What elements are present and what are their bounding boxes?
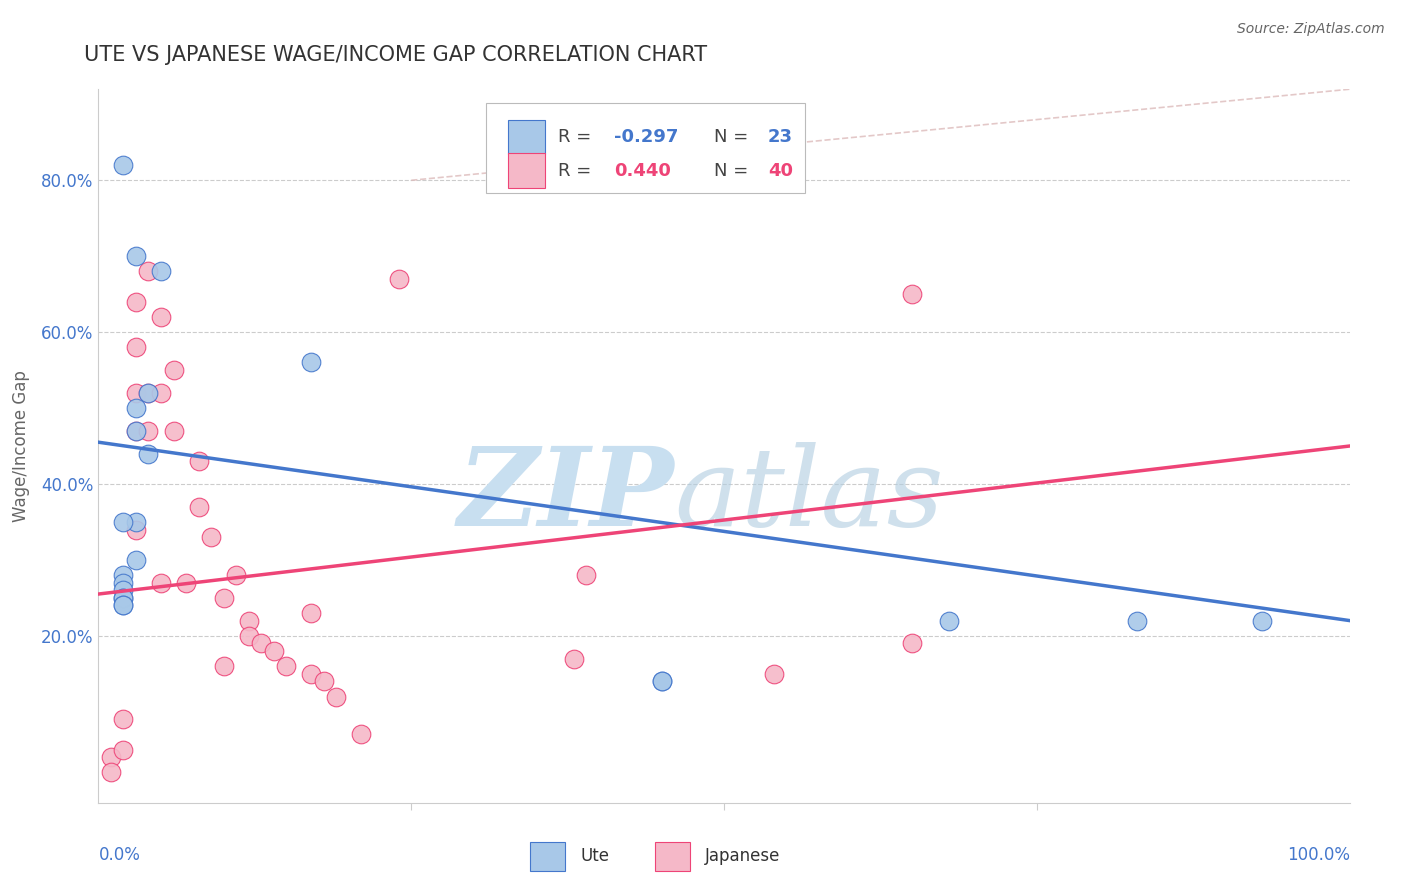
Point bbox=[112, 515, 135, 529]
Point bbox=[900, 287, 922, 301]
Point bbox=[312, 674, 335, 689]
Text: 23: 23 bbox=[768, 128, 793, 146]
FancyBboxPatch shape bbox=[530, 842, 565, 871]
Text: R =: R = bbox=[558, 161, 596, 179]
Point bbox=[162, 424, 184, 438]
Text: ZIP: ZIP bbox=[457, 442, 673, 549]
Text: UTE VS JAPANESE WAGE/INCOME GAP CORRELATION CHART: UTE VS JAPANESE WAGE/INCOME GAP CORRELAT… bbox=[84, 45, 707, 64]
Point bbox=[299, 666, 322, 681]
Point bbox=[112, 583, 135, 598]
Point bbox=[150, 264, 173, 278]
Point bbox=[575, 568, 598, 582]
Point bbox=[763, 666, 786, 681]
Point bbox=[212, 659, 235, 673]
Point bbox=[238, 629, 260, 643]
Point bbox=[938, 614, 960, 628]
Text: 0.0%: 0.0% bbox=[98, 846, 141, 863]
Point bbox=[900, 636, 922, 650]
Point bbox=[125, 294, 148, 309]
Text: -0.297: -0.297 bbox=[614, 128, 678, 146]
Point bbox=[562, 651, 585, 665]
Point bbox=[174, 575, 197, 590]
Point bbox=[150, 385, 173, 400]
Point bbox=[138, 264, 160, 278]
Text: N =: N = bbox=[714, 128, 754, 146]
Text: 100.0%: 100.0% bbox=[1286, 846, 1350, 863]
Point bbox=[388, 272, 411, 286]
Point bbox=[238, 614, 260, 628]
Text: atlas: atlas bbox=[673, 442, 943, 549]
Point bbox=[112, 575, 135, 590]
Point bbox=[138, 424, 160, 438]
Text: Source: ZipAtlas.com: Source: ZipAtlas.com bbox=[1237, 22, 1385, 37]
Point bbox=[263, 644, 285, 658]
Text: Japanese: Japanese bbox=[706, 847, 780, 865]
Point bbox=[112, 599, 135, 613]
FancyBboxPatch shape bbox=[508, 120, 546, 154]
Point bbox=[138, 447, 160, 461]
FancyBboxPatch shape bbox=[655, 842, 690, 871]
Point bbox=[150, 310, 173, 324]
Point bbox=[112, 158, 135, 172]
Point bbox=[138, 385, 160, 400]
Point bbox=[112, 591, 135, 605]
Point bbox=[650, 674, 672, 689]
Point bbox=[650, 674, 672, 689]
Point bbox=[125, 515, 148, 529]
Point bbox=[125, 424, 148, 438]
Point bbox=[125, 553, 148, 567]
Point bbox=[125, 523, 148, 537]
Point bbox=[187, 500, 209, 514]
Point bbox=[138, 385, 160, 400]
Point bbox=[299, 355, 322, 369]
Point bbox=[112, 568, 135, 582]
Point bbox=[1251, 614, 1274, 628]
Point bbox=[112, 591, 135, 605]
FancyBboxPatch shape bbox=[508, 153, 546, 187]
Point bbox=[125, 401, 148, 415]
Point bbox=[125, 340, 148, 354]
Text: N =: N = bbox=[714, 161, 754, 179]
Y-axis label: Wage/Income Gap: Wage/Income Gap bbox=[11, 370, 30, 522]
Point bbox=[125, 385, 148, 400]
Text: R =: R = bbox=[558, 128, 596, 146]
Point bbox=[187, 454, 209, 468]
Text: 0.440: 0.440 bbox=[614, 161, 671, 179]
Point bbox=[325, 690, 347, 704]
Point bbox=[112, 599, 135, 613]
FancyBboxPatch shape bbox=[486, 103, 806, 193]
Point bbox=[125, 249, 148, 263]
Point bbox=[200, 530, 222, 544]
Point bbox=[250, 636, 273, 650]
Point bbox=[212, 591, 235, 605]
Point bbox=[162, 363, 184, 377]
Point bbox=[1126, 614, 1149, 628]
Point bbox=[100, 750, 122, 764]
Text: Ute: Ute bbox=[581, 847, 609, 865]
Point bbox=[350, 727, 373, 741]
Point bbox=[274, 659, 298, 673]
Text: 40: 40 bbox=[768, 161, 793, 179]
Point bbox=[100, 765, 122, 780]
Point bbox=[150, 575, 173, 590]
Point bbox=[112, 742, 135, 756]
Point bbox=[112, 712, 135, 726]
Point bbox=[225, 568, 247, 582]
Point bbox=[125, 424, 148, 438]
Point bbox=[299, 606, 322, 620]
